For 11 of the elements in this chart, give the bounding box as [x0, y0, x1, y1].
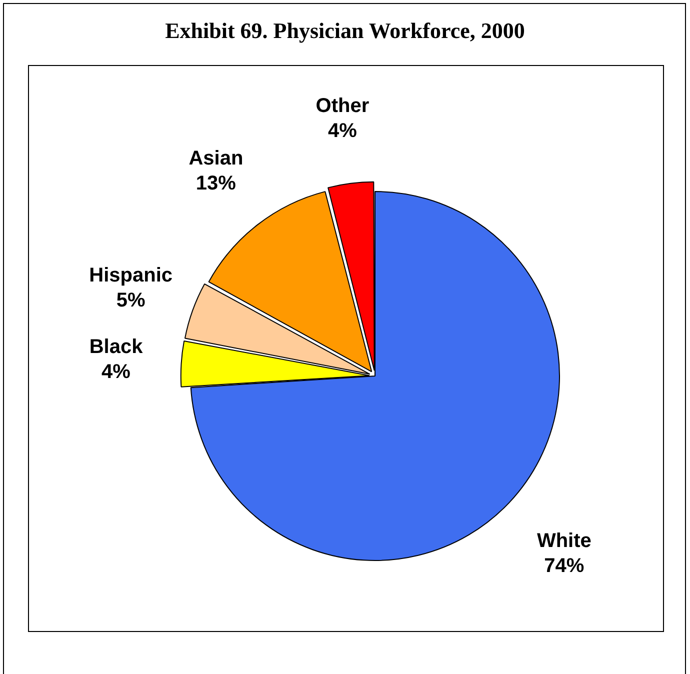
data-label: 4% — [328, 120, 358, 142]
data-label: 13% — [196, 172, 236, 194]
data-label: 5% — [116, 290, 146, 312]
slice-label: Other — [316, 95, 370, 118]
slice-label: Asian — [188, 147, 244, 170]
slice-label: Hispanic — [89, 264, 173, 287]
data-label: 4% — [102, 361, 131, 384]
slice-label: Black — [89, 336, 144, 358]
slice-label: White — [536, 530, 592, 552]
data-label: 74% — [544, 555, 584, 578]
chart-title: Exhibit 69. Physician Workforce, 2000 — [164, 18, 526, 44]
